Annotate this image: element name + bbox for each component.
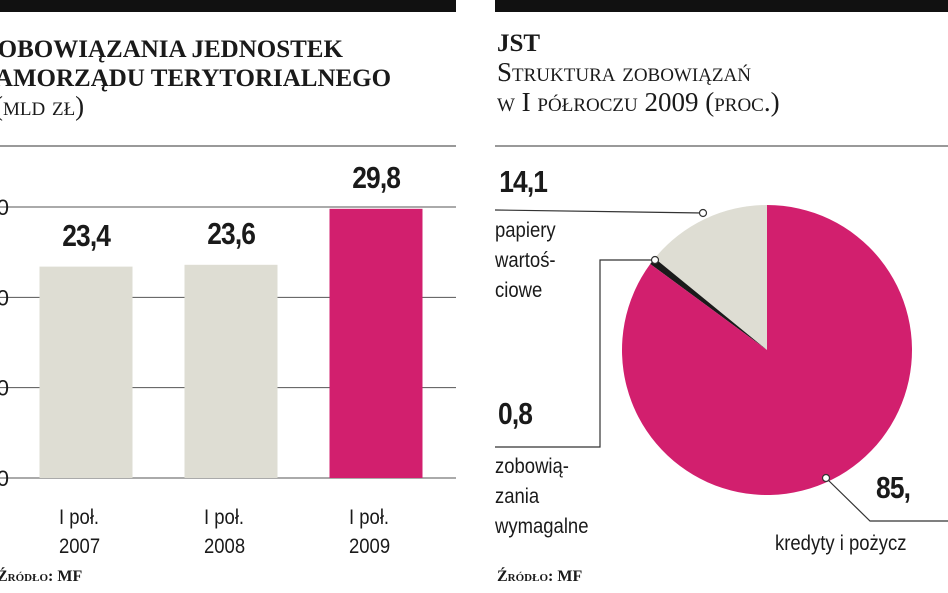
x-tick-label: I poł. [59,506,100,529]
x-tick-label: 2007 [59,535,101,558]
value-label: 23,6 [207,215,256,251]
leader-line [494,209,704,214]
header-bar [495,0,948,12]
chart-subtitle: w I półroczu 2009 (proc.) [497,87,780,117]
chart-title: SAMORZĄDU TERYTORIALNEGO [0,65,392,92]
bar [184,264,278,478]
x-tick-label: I poł. [204,506,245,529]
category-label: zobowią- [495,455,569,478]
leader-line [825,477,948,522]
y-tick-label: 0 [0,466,9,491]
value-label: 14,1 [499,164,548,199]
pie-slice [650,258,767,350]
chart-title: JST [497,30,541,57]
x-tick-label: 2008 [204,535,246,558]
leader-dot [821,473,831,483]
chart-subtitle: Struktura zobowiązań [497,57,751,87]
bar [39,266,133,478]
value-label: 29,8 [352,159,401,195]
leader-line [495,259,655,448]
category-label: ciowe [495,279,543,302]
category-label: wymagalne [495,515,589,538]
leader-dot [650,255,660,265]
source: Źródło: MF [0,568,83,585]
category-label: zania [495,485,540,508]
value-label: 23,4 [62,217,111,253]
header-bar [0,0,456,12]
x-tick-label: I poł. [349,506,390,529]
x-tick-label: 2009 [349,535,391,558]
value-label: 85, [876,470,911,505]
pie-slice [654,205,767,350]
value-label: 0,8 [498,396,533,431]
pie-slice [622,205,913,495]
chart-subtitle: (mld zł) [0,91,85,121]
category-label: papiery [495,219,556,242]
chart-title: ZOBOWIĄZANIA JEDNOSTEK [0,36,343,63]
leader-dot [698,208,708,218]
y-tick-label: 10 [0,376,9,401]
category-label: kredyty i pożycz [775,532,907,555]
source: Źródło: MF [497,568,583,585]
y-tick-label: 20 [0,285,9,310]
category-label: wartoś- [495,249,556,272]
y-tick-label: 30 [0,195,9,220]
bar [329,208,423,478]
